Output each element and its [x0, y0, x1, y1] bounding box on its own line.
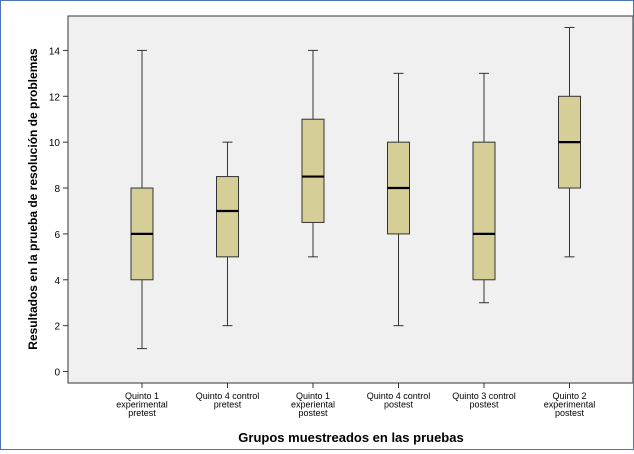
- x-tick-label: experimental: [116, 400, 168, 410]
- x-tick-label: postest: [555, 408, 585, 418]
- x-tick-label: Quinto 1: [296, 391, 330, 401]
- boxes: [130, 26, 581, 350]
- y-tick-label: 4: [54, 276, 60, 287]
- x-tick-label: postest: [469, 400, 499, 410]
- plot-area: [67, 15, 634, 384]
- x-tick-label: experimental: [544, 400, 596, 410]
- box-iqr: [472, 141, 496, 281]
- y-axis-title: Resultados en la prueba de resolución de…: [26, 48, 40, 350]
- x-tick-label: pretest: [214, 400, 242, 410]
- x-tick-label: Quinto 3 control: [452, 391, 516, 401]
- x-tick-label: Quinto 2: [552, 391, 586, 401]
- y-tick-label: 14: [49, 46, 61, 57]
- x-tick-label: experiental: [291, 400, 335, 410]
- x-tick-label: Quinto 4 control: [367, 391, 431, 401]
- x-tick-label: pretest: [128, 408, 156, 418]
- x-tick-label: postest: [298, 408, 328, 418]
- x-tick-label: Quinto 1: [125, 391, 159, 401]
- x-axis-title: Grupos muestreados en las pruebas: [238, 430, 463, 445]
- box-iqr: [301, 118, 325, 223]
- x-tick-label: postest: [384, 400, 414, 410]
- y-tick-label: 12: [49, 92, 61, 103]
- y-tick-label: 6: [54, 230, 60, 241]
- y-tick-label: 0: [54, 368, 60, 379]
- x-tick-label: Quinto 4 control: [196, 391, 260, 401]
- box-iqr: [216, 176, 239, 258]
- y-tick-label: 10: [49, 138, 61, 149]
- y-axis: 0 2 4 6 8 10 12 14: [49, 46, 68, 379]
- y-tick-label: 2: [54, 322, 60, 333]
- y-tick-label: 8: [54, 184, 60, 195]
